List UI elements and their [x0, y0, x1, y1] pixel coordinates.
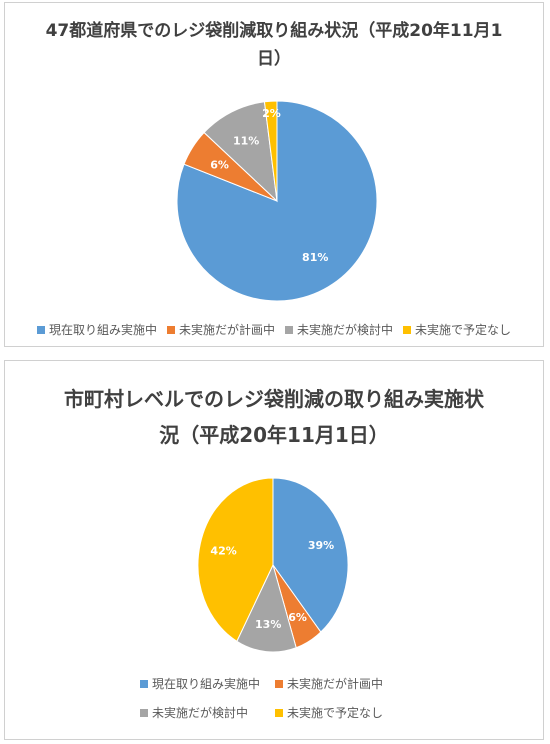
legend-label: 未実施だが計画中 — [178, 323, 275, 337]
pie-slice — [272, 477, 349, 633]
data-label: 2% — [262, 107, 281, 120]
legend-label: 未実施だが検討中 — [297, 323, 394, 337]
pie-slice — [263, 100, 278, 202]
legend-label: 未実施だが計画中 — [287, 677, 384, 691]
chart-title: 47都道府県でのレジ袋削減取り組み状況（平成20年11月1日） — [45, 21, 503, 69]
legend-item: 未実施で予定なし — [403, 321, 511, 338]
legend-item: 未実施だが検討中 — [285, 321, 393, 338]
chart-legend: 現在取り組み実施中 未実施だが計画中 未実施だが検討中 未実施で予定なし — [5, 321, 543, 338]
legend-swatch — [140, 708, 148, 717]
legend-label: 現在取り組み実施中 — [152, 677, 261, 691]
data-label: 11% — [233, 134, 259, 147]
data-label: 39% — [308, 539, 334, 552]
data-label: 42% — [210, 544, 236, 557]
data-label: 6% — [210, 159, 229, 172]
chart-legend: 現在取り組み実施中 未実施だが計画中未実施だが検討中 未実施で予定なし — [130, 675, 420, 721]
legend-item: 未実施だが計画中 — [275, 675, 410, 692]
legend-swatch — [285, 325, 293, 334]
legend-swatch — [403, 325, 412, 334]
legend-label: 未実施だが検討中 — [152, 706, 249, 720]
pie-chart: 81% 6% 11% 2% — [176, 100, 378, 302]
pie-chart: 39% 6% 13% 42% — [197, 477, 349, 653]
legend-item: 未実施だが検討中 — [140, 704, 275, 721]
legend-swatch — [275, 679, 283, 688]
pie-slice — [197, 477, 274, 642]
chart-panel-prefectures: 47都道府県でのレジ袋削減取り組み状況（平成20年11月1日） 81% 6% 11%… — [4, 2, 544, 347]
pie-slice — [236, 563, 297, 653]
legend-swatch — [140, 679, 148, 688]
legend-label: 未実施で予定なし — [415, 323, 512, 337]
chart-panel-municipalities: 市町村レベルでのレジ袋削減の取り組み実施状況（平成20年11月1日） 39% 6%… — [4, 360, 544, 740]
data-label: 13% — [255, 618, 281, 631]
legend-swatch — [275, 708, 283, 717]
data-label: 81% — [302, 251, 328, 264]
legend-label: 現在取り組み実施中 — [48, 323, 157, 337]
legend-swatch — [166, 325, 175, 334]
legend-swatch — [36, 325, 45, 334]
legend-label: 未実施で予定なし — [287, 706, 384, 720]
data-label: 6% — [288, 611, 307, 624]
pie-slice — [203, 101, 278, 203]
chart-title: 市町村レベルでのレジ袋削減の取り組み実施状況（平成20年11月1日） — [64, 387, 484, 447]
legend-item: 未実施で予定なし — [275, 704, 410, 721]
legend-item: 現在取り組み実施中 — [36, 321, 157, 338]
legend-item: 未実施だが計画中 — [166, 321, 275, 338]
legend-item: 現在取り組み実施中 — [140, 675, 275, 692]
